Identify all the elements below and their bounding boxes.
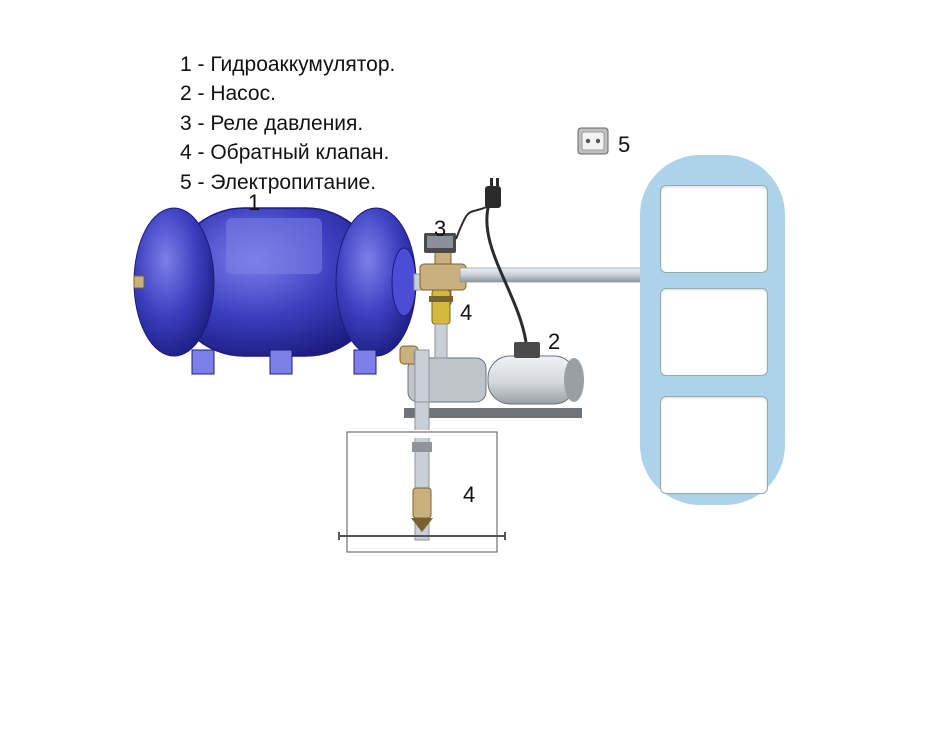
callout-4b: 4 <box>463 482 475 508</box>
fixture-heater <box>660 396 768 494</box>
schematic-svg <box>0 0 944 739</box>
callout-2: 2 <box>548 329 560 355</box>
diagram-stage: 1 - Гидроаккумулятор. 2 - Насос. 3 - Рел… <box>0 0 944 739</box>
callout-5: 5 <box>618 132 630 158</box>
fixture-sink <box>660 288 768 376</box>
fixture-shower <box>660 185 768 273</box>
callout-1: 1 <box>248 190 260 216</box>
callout-4a: 4 <box>460 300 472 326</box>
callout-3: 3 <box>434 216 446 242</box>
